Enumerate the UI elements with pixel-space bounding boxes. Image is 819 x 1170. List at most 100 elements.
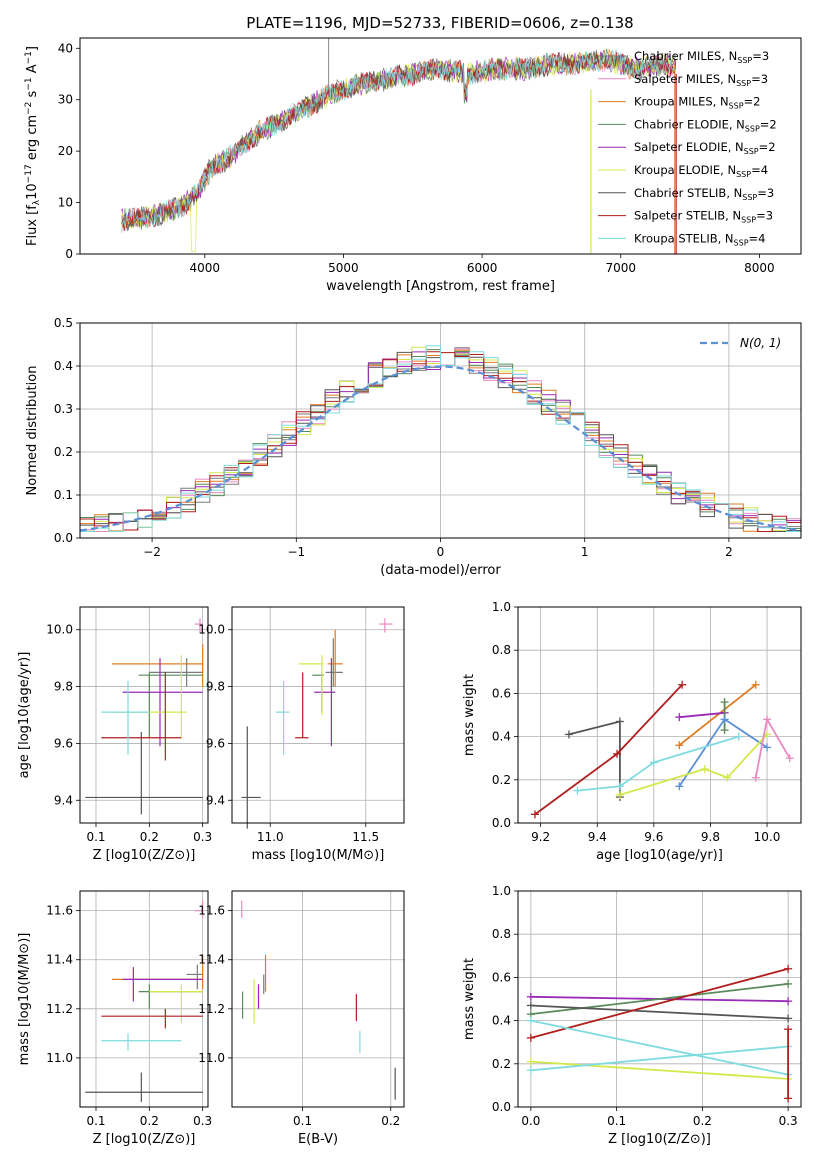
tick-label-y: 0.0 [492,816,511,830]
axes-frame [517,890,802,1108]
axes-frame [231,890,405,1108]
tick-label-x: 0.2 [140,1114,159,1128]
tick-label-x: 4000 [190,261,221,275]
y-axis-label: age [log10(age/yr)] [17,652,32,779]
axes-spectrum: 4000 5000 6000 7000 8000 0 10 20 30 40 wavelength … [24,37,802,294]
tick-label-x: 9.6 [644,830,663,844]
tick-label-y: 9.8 [206,680,225,694]
tick-label-y: 0.4 [492,1014,511,1028]
tick-label-x: 0.0 [521,1114,540,1128]
tick-label-x: 8000 [744,261,775,275]
figure-title: PLATE=1196, MJD=52733, FIBERID=0606, z=0… [246,14,633,32]
tick-label-y: 0.5 [54,316,73,330]
tick-label-y: 9.8 [54,680,73,694]
tick-label-y: 30 [58,93,73,107]
tick-label-y: 0.0 [54,531,73,545]
histogram-step [80,345,801,532]
legend-entry: Chabrier STELIB, NSSP=3 [634,186,774,202]
tick-label-y: 0.3 [54,402,73,416]
axes-Z_mass: 0.1 0.2 0.3 11.0 11.2 11.4 11.6 Z [log10(Z/Z⊙)]… [17,890,212,1147]
legend-entry: Salpeter ELODIE, NSSP=2 [634,140,776,156]
axes-frame [79,890,209,1108]
axes-age_weight: 9.2 9.4 9.6 9.8 10.0 0.0 0.2 0.4 0.6 0.8 1.0 age [l… [462,600,802,863]
tick-label-y: 20 [58,144,73,158]
tick-label-y: 11.0 [46,1051,73,1065]
tick-label-y: 1.0 [492,884,511,898]
axes-frame [79,37,802,255]
tick-label-y: 9.4 [206,793,225,807]
legend-entry: Salpeter MILES, NSSP=3 [634,72,768,88]
tick-label-x: 6000 [467,261,498,275]
legend-entry: Salpeter STELIB, NSSP=3 [634,209,773,225]
tick-label-y: 11.6 [198,904,225,918]
tick-label-y: 10 [58,196,73,210]
plots: 4000 5000 6000 7000 8000010203040wavelength … [17,37,802,1147]
x-axis-label: mass [log10(M/M⊙)] [252,848,385,863]
series-line [534,684,683,816]
tick-label-y: 11.4 [198,953,225,967]
x-axis-label: (data-model)/error [380,563,501,578]
tick-label-x: 9.8 [701,830,720,844]
tick-label-y: 0.8 [492,643,511,657]
axes-frame [517,606,802,824]
tick-label-x: 7000 [605,261,636,275]
x-axis-label: Z [log10(Z/Z⊙)] [93,848,196,863]
tick-label-y: 10.0 [198,623,225,637]
tick-label-y: 0.4 [54,359,73,373]
tick-label-y: 0 [65,247,73,261]
tick-label-x: 11.0 [257,830,284,844]
spectrum-line-chabrier-stelib [121,51,677,231]
tick-label-x: 9.2 [531,830,550,844]
tick-label-x: 9.4 [588,830,607,844]
tick-label-x: 0.2 [381,1114,400,1128]
axes-mass_age: 11.0 11.5 9.4 9.6 9.8 10.0 mass [log10(M/M⊙)] [198,606,405,863]
tick-label-y: 40 [58,41,73,55]
series-line [619,733,768,796]
series-line [577,735,739,792]
tick-label-y: 0.2 [54,445,73,459]
tick-label-x: 0.2 [693,1114,712,1128]
tick-label-x: 1 [581,545,589,559]
axes-Z_age: 0.1 0.2 0.3 9.4 9.6 9.8 10.0 Z [log10(Z/Z⊙)] age… [17,606,212,863]
tick-label-y: 11.0 [198,1051,225,1065]
tick-label-x: 0.1 [293,1114,312,1128]
tick-label-y: 9.6 [54,736,73,750]
tick-label-y: 1.0 [492,600,511,614]
tick-label-y: 0.8 [492,927,511,941]
legend-entry: Kroupa MILES, NSSP=2 [634,95,760,111]
y-axis-label: mass [log10(M/M⊙)] [17,933,32,1066]
tick-label-x: 2 [725,545,733,559]
series-line [530,1045,789,1072]
spectrum-line-kroupa-elodie [121,49,677,252]
tick-label-y: 0.4 [492,730,511,744]
tick-label-y: 9.4 [54,793,73,807]
x-axis-label: E(B-V) [298,1132,338,1147]
series-line [530,983,789,1015]
series-line [530,967,789,1039]
tick-label-y: 9.6 [206,736,225,750]
y-axis-label: Flux [fλ10−17 erg cm−2 s−1 A−1] [24,46,42,246]
tick-label-x: 0.3 [193,830,212,844]
legend-entry: Chabrier ELODIE, NSSP=2 [634,117,777,133]
axes-frame [79,322,802,539]
legend-entry: Kroupa STELIB, NSSP=4 [634,231,765,247]
tick-label-x: 0.3 [193,1114,212,1128]
tick-label-y: 0.2 [492,1057,511,1071]
series-line [530,1060,789,1080]
tick-label-x: 5000 [328,261,359,275]
spectrum-line-salpeter-stelib [121,51,677,232]
series-line [568,720,621,798]
tick-label-y: 0.1 [54,488,73,502]
tick-label-x: −2 [143,545,161,559]
spectrum-line-kroupa-stelib [121,49,676,229]
legend-entry: Chabrier MILES, NSSP=3 [634,49,769,65]
tick-label-x: 0.1 [86,830,105,844]
series-line [530,1019,789,1076]
tick-label-x: 0.1 [86,1114,105,1128]
x-axis-label: Z [log10(Z/Z⊙)] [93,1132,196,1147]
tick-label-x: 11.5 [352,830,379,844]
y-axis-label: mass weight [462,958,477,1040]
tick-label-y: 11.6 [46,904,73,918]
y-axis-label: mass weight [462,674,477,756]
